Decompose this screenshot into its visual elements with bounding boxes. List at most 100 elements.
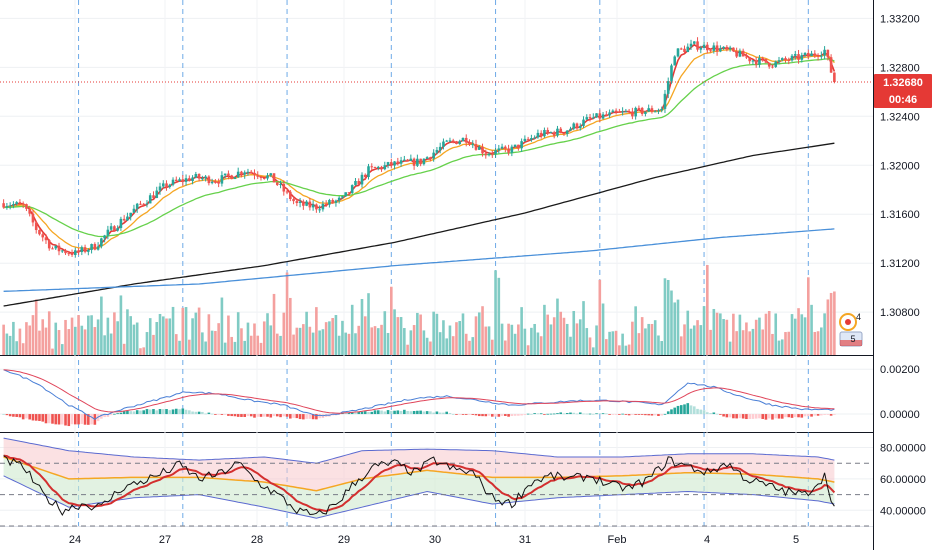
volume-bar	[383, 311, 387, 355]
volume-bar	[445, 338, 448, 355]
candle-body	[500, 146, 504, 149]
macd-histogram-bar	[289, 414, 292, 419]
macd-histogram-bar	[145, 409, 149, 415]
candle-body	[396, 161, 400, 164]
volume-bar	[406, 344, 409, 355]
candle-body	[194, 173, 198, 178]
macd-histogram-bar	[41, 414, 45, 422]
macd-histogram-bar	[484, 414, 488, 417]
volume-bar	[833, 291, 836, 355]
macd-histogram-bar	[2, 414, 5, 415]
macd-histogram-bar	[25, 414, 28, 419]
volume-bar	[67, 329, 71, 355]
price-candles[interactable]	[2, 37, 836, 258]
candle-body	[217, 181, 220, 184]
candle-body	[324, 203, 328, 205]
candle-body	[813, 53, 817, 56]
candle-body	[8, 205, 12, 207]
candle-body	[455, 141, 458, 145]
macd-histogram-bar	[197, 411, 201, 415]
volume-bar	[354, 333, 357, 355]
macd-histogram-bar	[647, 414, 650, 416]
volume-bar	[103, 335, 106, 355]
macd-histogram-bar	[738, 414, 742, 419]
macd-histogram-bar	[784, 414, 787, 418]
candle-body	[285, 191, 289, 193]
volume-bar	[774, 313, 778, 355]
candle-body	[282, 183, 286, 192]
candle-body	[18, 202, 22, 204]
volume-bar	[679, 336, 683, 355]
volume-bar	[793, 318, 797, 355]
macd-histogram-bar	[119, 412, 123, 415]
macd-histogram-bar	[132, 411, 136, 415]
volume-bar	[552, 317, 556, 355]
volume-bar	[165, 318, 168, 355]
events-badge[interactable]: 45	[839, 312, 863, 347]
macd-histogram-bar	[116, 413, 119, 415]
volume-bar	[204, 341, 207, 355]
candle-body	[87, 249, 90, 252]
candle-body	[800, 55, 804, 60]
volume-bar	[25, 322, 28, 355]
time-axis[interactable]: 24 27 28 29 30 31 Feb 4 5	[69, 534, 799, 546]
candle-body	[559, 128, 563, 133]
candle-body	[44, 237, 48, 241]
rsi-panel[interactable]	[0, 437, 873, 527]
macd-histogram-bar	[833, 414, 836, 415]
candle-body	[41, 234, 45, 238]
macd-histogram-bar	[403, 409, 406, 415]
volume-bar	[562, 317, 566, 355]
macd-histogram-bar	[728, 414, 732, 418]
volume-bar	[634, 306, 637, 355]
bb-lower-fill	[3, 457, 835, 519]
candle-body	[699, 48, 703, 50]
candle-body	[647, 108, 650, 112]
macd-histogram-bar	[416, 410, 419, 415]
price-axis[interactable]: 1.33200 1.32800 1.32400 1.32000 1.31600 1.312…	[880, 13, 926, 517]
macd-histogram-bar	[266, 414, 269, 417]
candle-body	[393, 161, 396, 166]
volume-bar	[370, 327, 374, 355]
time-tick-label: 28	[251, 534, 263, 546]
volume-bar	[797, 308, 800, 355]
macd-histogram-bar	[598, 413, 602, 415]
macd-histogram-bar	[57, 414, 61, 425]
volume-bar	[823, 313, 826, 355]
candle-body	[409, 158, 413, 161]
candle-body	[139, 203, 142, 205]
volume-bar	[647, 323, 650, 355]
volume-bar	[129, 316, 132, 355]
volume-bar	[728, 341, 732, 355]
candle-body	[712, 45, 716, 51]
macd-histogram-bar	[807, 414, 810, 417]
ma_blue-line	[3, 228, 835, 292]
macd-histogram-bar	[214, 414, 217, 415]
volume-bar	[461, 313, 465, 355]
candle-body	[621, 111, 624, 113]
volume-bar	[100, 296, 103, 355]
macd-histogram-bar	[702, 410, 706, 415]
macd-histogram-bar	[109, 414, 113, 416]
volume-bar	[197, 307, 201, 355]
price-tick-label: 1.31600	[880, 209, 920, 221]
macd-histogram-bar	[614, 414, 618, 415]
macd-histogram-bar	[77, 414, 80, 425]
volume-bar	[435, 313, 439, 355]
volume-bar	[308, 326, 312, 355]
volume-bar	[468, 340, 471, 355]
volume-bar	[145, 332, 149, 355]
volume-bar	[676, 299, 680, 355]
volume-bar	[191, 318, 194, 355]
candle-body	[487, 154, 491, 156]
candle-body	[272, 173, 276, 183]
macd-panel[interactable]	[2, 369, 836, 427]
volume-bar	[279, 335, 282, 355]
volume-bar	[670, 290, 673, 355]
volume-bar	[233, 341, 237, 355]
volume-bar	[458, 320, 462, 355]
volume-bar	[719, 313, 722, 355]
candle-body	[702, 44, 706, 49]
macd-histogram-bar	[8, 414, 12, 417]
